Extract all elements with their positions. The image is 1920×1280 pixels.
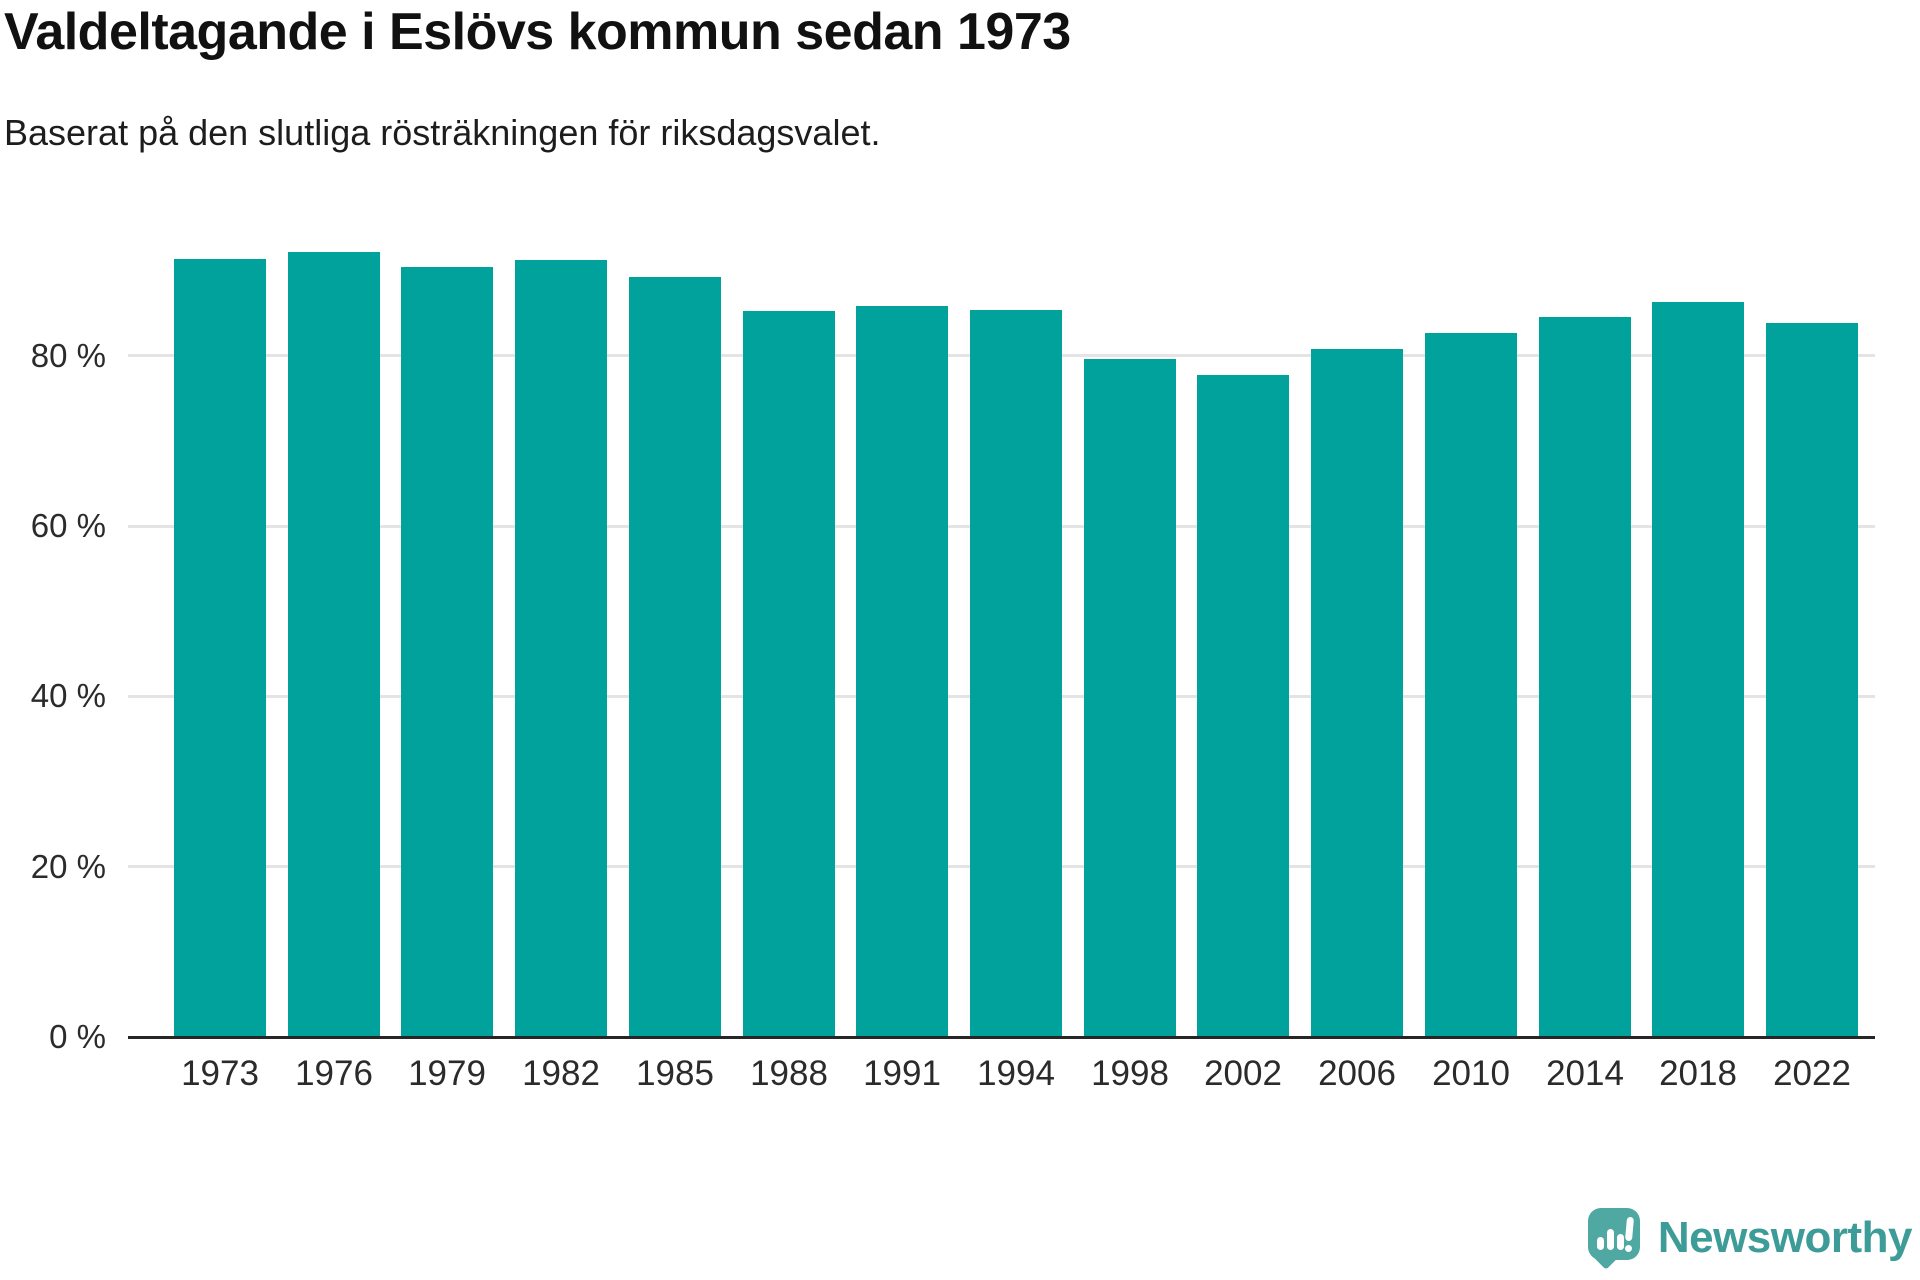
- bar-1979: [401, 267, 493, 1037]
- x-axis-line: [128, 1035, 1875, 1039]
- bar-1988: [743, 311, 835, 1037]
- x-tick-label-1991: 1991: [863, 1054, 941, 1093]
- bar-2002: [1197, 375, 1289, 1037]
- newsworthy-wordmark: Newsworthy: [1657, 1213, 1913, 1262]
- x-tick-label-1979: 1979: [408, 1054, 486, 1093]
- y-tick-label-0: 0 %: [49, 1018, 106, 1055]
- x-tick-label-1982: 1982: [522, 1054, 600, 1093]
- y-tick-label-20: 20 %: [30, 847, 106, 885]
- bar-1973: [174, 259, 266, 1037]
- y-tick-label-40: 40 %: [30, 677, 106, 715]
- x-tick-label-1998: 1998: [1091, 1054, 1169, 1093]
- logo-exclamation-dot: [1624, 1244, 1633, 1253]
- x-tick-label-1973: 1973: [181, 1054, 259, 1093]
- bar-1985: [629, 277, 721, 1037]
- logo-bar-2: [1606, 1229, 1614, 1250]
- chart-title: Valdeltagande i Eslövs kommun sedan 1973: [4, 3, 1071, 61]
- bar-1994: [970, 310, 1062, 1037]
- x-tick-label-1976: 1976: [295, 1054, 373, 1093]
- x-tick-label-2010: 2010: [1432, 1054, 1510, 1093]
- logo-exclamation-stem: [1624, 1216, 1634, 1242]
- bar-1991: [856, 306, 948, 1037]
- chart-subtitle: Baserat på den slutliga rösträkningen fö…: [4, 112, 881, 153]
- bar-1998: [1084, 359, 1176, 1037]
- x-tick-label-2002: 2002: [1204, 1054, 1282, 1093]
- x-tick-label-1985: 1985: [636, 1054, 714, 1093]
- bar-2006: [1311, 349, 1403, 1037]
- y-tick-label-80: 80 %: [30, 336, 106, 374]
- bar-2022: [1766, 323, 1858, 1037]
- x-tick-label-2014: 2014: [1546, 1054, 1624, 1093]
- x-tick-label-1994: 1994: [977, 1054, 1055, 1093]
- newsworthy-speech-bubble-chart-icon: [1587, 1208, 1640, 1270]
- x-tick-label-1988: 1988: [750, 1054, 828, 1093]
- logo-bar-3: [1616, 1234, 1624, 1250]
- x-tick-label-2022: 2022: [1773, 1054, 1851, 1093]
- x-tick-label-2018: 2018: [1659, 1054, 1737, 1093]
- bar-2018: [1652, 302, 1744, 1037]
- bar-2014: [1539, 317, 1631, 1037]
- logo-bar-1: [1596, 1237, 1604, 1250]
- y-tick-label-60: 60 %: [30, 507, 106, 545]
- bar-1976: [288, 252, 380, 1037]
- bar-2010: [1425, 333, 1517, 1037]
- x-tick-label-2006: 2006: [1318, 1054, 1396, 1093]
- newsworthy-logo: Newsworthy: [1587, 1206, 1913, 1270]
- bar-1982: [515, 260, 607, 1037]
